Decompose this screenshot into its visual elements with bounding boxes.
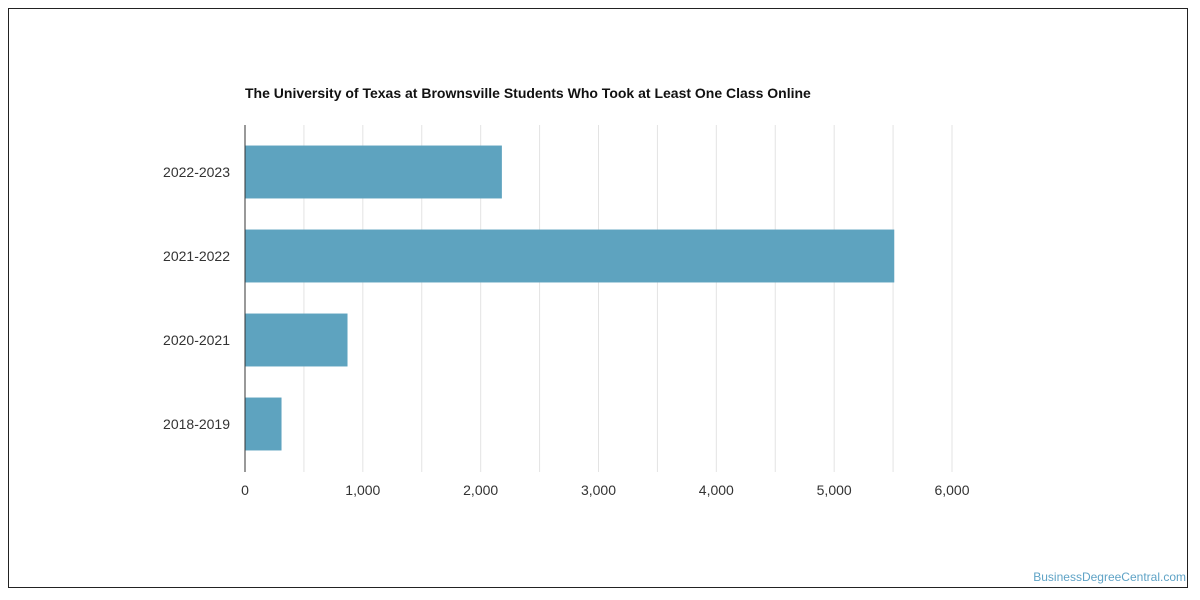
gridlines — [303, 125, 953, 472]
bar-2022-2023[interactable] — [245, 145, 502, 199]
x-tick-label: 1,000 — [345, 482, 380, 498]
x-tick-label: 4,000 — [699, 482, 734, 498]
x-tick-label: 0 — [241, 482, 249, 498]
bar-2020-2021[interactable] — [245, 313, 348, 367]
x-tick-label: 6,000 — [934, 482, 969, 498]
x-tick-label: 5,000 — [817, 482, 852, 498]
watermark-link[interactable]: BusinessDegreeCentral.com — [1033, 570, 1186, 584]
labels: 2022-2023 2021-2022 2020-2021 2018-2019 0 1,0… — [163, 164, 970, 498]
category-label: 2021-2022 — [163, 248, 230, 264]
bars — [245, 145, 895, 451]
category-label: 2022-2023 — [163, 164, 230, 180]
bar-2018-2019[interactable] — [245, 397, 282, 451]
x-tick-label: 3,000 — [581, 482, 616, 498]
chart-title: The University of Texas at Brownsville S… — [245, 85, 811, 101]
bar-2021-2022[interactable] — [245, 229, 895, 283]
category-label: 2020-2021 — [163, 332, 230, 348]
x-tick-label: 2,000 — [463, 482, 498, 498]
category-label: 2018-2019 — [163, 416, 230, 432]
